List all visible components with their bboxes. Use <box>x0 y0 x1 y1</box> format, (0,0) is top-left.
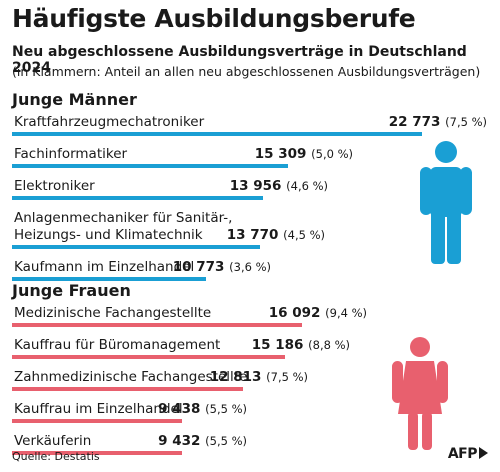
source-note: Quelle: Destatis <box>12 450 100 463</box>
value-number: 15 186 <box>251 337 304 353</box>
bar-label-line: Kauffrau im Einzelhandel <box>14 401 183 417</box>
bar-label-line: Zahnmedizinische Fachangestellte <box>14 369 248 385</box>
value-share: (8,8 %) <box>308 338 350 352</box>
data-label: 13 770 (4,5 %) <box>227 227 325 243</box>
value-share: (7,5 %) <box>445 115 487 129</box>
value-number: 22 773 <box>388 114 441 130</box>
data-label: 15 309 (5,0 %) <box>255 146 353 162</box>
data-label: 9 432 (5,5 %) <box>158 433 247 449</box>
value-number: 13 770 <box>226 227 279 243</box>
data-label: 9 438 (5,5 %) <box>158 401 247 417</box>
data-label: 16 092 (9,4 %) <box>269 305 367 321</box>
bar <box>12 323 302 327</box>
bar-label: Verkäuferin <box>14 433 91 450</box>
value-number: 9 432 <box>158 433 201 449</box>
data-label: 10 773 (3,6 %) <box>173 259 271 275</box>
value-share: (7,5 %) <box>266 370 308 384</box>
section-title-women: Junge Frauen <box>12 281 131 300</box>
data-label: 15 186 (8,8 %) <box>252 337 350 353</box>
afp-logo: AFP <box>448 446 488 462</box>
bar-label-line: Kaufmann im Einzelhandel <box>14 259 195 275</box>
bar-label-line: Medizinische Fachangestellte <box>14 305 212 321</box>
value-share: (5,0 %) <box>311 147 353 161</box>
bar-label-line: Anlagenmechaniker für Sanitär-, <box>14 210 233 226</box>
value-number: 10 773 <box>172 259 225 275</box>
data-label: 13 956 (4,6 %) <box>230 178 328 194</box>
bar-label: Fachinformatiker <box>14 146 127 163</box>
bar-label: Kaufmann im Einzelhandel <box>14 259 194 276</box>
bar-label-line: Kraftfahrzeugmechatroniker <box>14 114 205 130</box>
value-share: (5,5 %) <box>205 402 247 416</box>
bar-label: Zahnmedizinische Fachangestellte <box>14 369 247 386</box>
female-figure-icon <box>392 337 448 450</box>
chart-note: (in Klammern: Anteil an allen neu abgesc… <box>12 64 481 79</box>
bar-label-line: Verkäuferin <box>14 433 92 449</box>
data-label: 22 773 (7,5 %) <box>389 114 487 130</box>
bar-label: Medizinische Fachangestellte <box>14 305 211 322</box>
value-share: (3,6 %) <box>229 260 271 274</box>
value-number: 12 813 <box>209 369 262 385</box>
bar <box>12 451 182 455</box>
bar <box>12 419 182 423</box>
bar-label-line: Kauffrau für Büromanagement <box>14 337 221 353</box>
value-number: 9 438 <box>158 401 201 417</box>
chart-title: Häufigste Ausbildungsberufe <box>12 4 416 33</box>
bar-label: Elektroniker <box>14 178 95 195</box>
value-number: 15 309 <box>254 146 307 162</box>
bar <box>12 277 206 281</box>
bar <box>12 132 422 136</box>
bar-label: Anlagenmechaniker für Sanitär-, Heizungs-… <box>14 210 232 244</box>
value-share: (4,5 %) <box>283 228 325 242</box>
value-share: (4,6 %) <box>286 179 328 193</box>
bar-label-line: Elektroniker <box>14 178 95 194</box>
bar <box>12 164 288 168</box>
value-number: 16 092 <box>268 305 321 321</box>
bar-label: Kauffrau im Einzelhandel <box>14 401 183 418</box>
chart-subtitle: Neu abgeschlossene Ausbildungsverträge i… <box>12 44 467 76</box>
value-number: 13 956 <box>229 178 282 194</box>
value-share: (5,5 %) <box>205 434 247 448</box>
bar-label-line: Fachinformatiker <box>14 146 128 162</box>
bar-label-line: Heizungs- und Klimatechnik <box>14 227 203 243</box>
bar-label: Kraftfahrzeugmechatroniker <box>14 114 204 131</box>
value-share: (9,4 %) <box>325 306 367 320</box>
male-figure-icon <box>420 141 472 264</box>
bar <box>12 196 263 200</box>
bar <box>12 387 243 391</box>
bar-label: Kauffrau für Büromanagement <box>14 337 220 354</box>
data-label: 12 813 (7,5 %) <box>210 369 308 385</box>
section-title-men: Junge Männer <box>12 90 137 109</box>
bar <box>12 245 260 249</box>
bar <box>12 355 285 359</box>
